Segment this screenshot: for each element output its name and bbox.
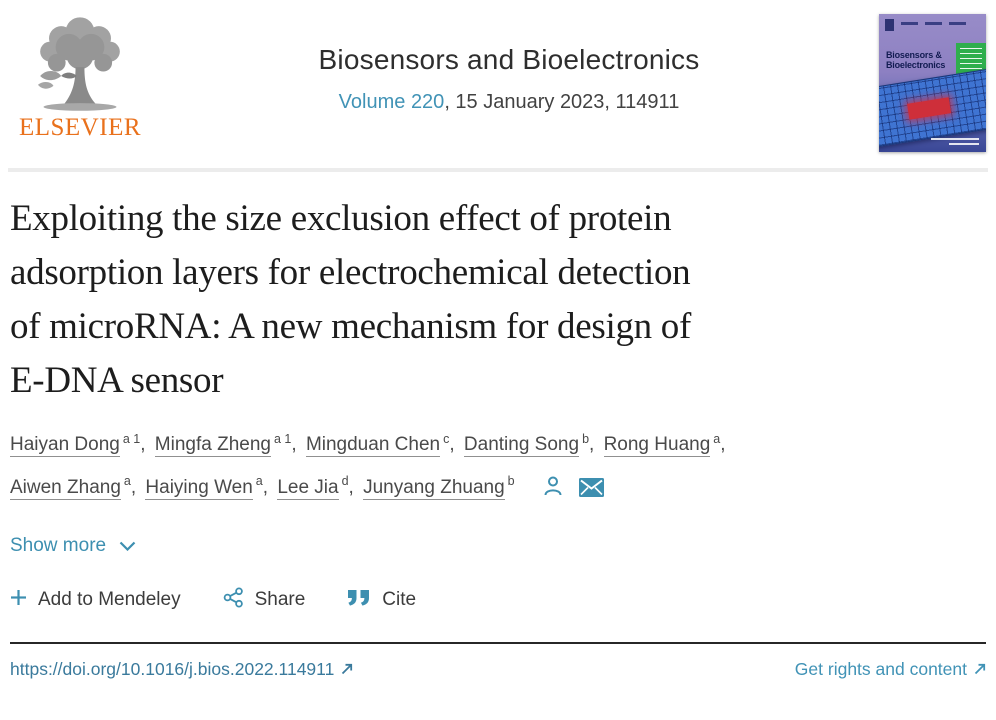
author-link[interactable]: Lee Jia d (277, 474, 349, 500)
author-separator: , (291, 434, 302, 456)
authors-line-1: Haiyan Dong a 1, Mingfa Zheng a 1, Mingdua… (10, 432, 986, 458)
show-more-button[interactable]: Show more (10, 535, 136, 557)
doi-link[interactable]: https://doi.org/10.1016/j.bios.2022.1149… (10, 659, 353, 680)
author-link[interactable]: Mingfa Zheng a 1 (154, 432, 292, 458)
cover-mini-logo (885, 19, 894, 31)
add-to-mendeley-button[interactable]: Add to Mendeley (10, 589, 181, 612)
article-title-line: of microRNA: A new mechanism for design … (10, 306, 692, 347)
author-affiliation-sup: a (255, 474, 263, 489)
author-list: Haiyan Dong a 1, Mingfa Zheng a 1, Mingdua… (10, 432, 986, 503)
author-link[interactable]: Junyang Zhuang b (363, 474, 515, 500)
author-affiliation-sup: a 1 (122, 432, 141, 446)
journal-banner: ELSEVIER Biosensors and Bioelectronics V… (10, 0, 986, 168)
author-separator: , (130, 476, 142, 498)
cover-masthead-text (901, 22, 918, 25)
volume-link[interactable]: Volume 220 (338, 91, 445, 113)
doi-rights-row: https://doi.org/10.1016/j.bios.2022.1149… (10, 659, 986, 680)
author-affiliation-sup: c (443, 432, 450, 446)
cover-footer-text (931, 135, 979, 145)
publisher-wordmark: ELSEVIER (18, 114, 142, 141)
journal-issue-line: Volume 220, 15 January 2023, 114911 (150, 91, 868, 114)
doi-text: https://doi.org/10.1016/j.bios.2022.1149… (10, 658, 335, 679)
cover-masthead-text (949, 22, 966, 25)
author-affiliation-sup: a (713, 432, 721, 446)
corresponding-author-icons (532, 476, 605, 498)
cite-label: Cite (382, 589, 417, 611)
authors-line-2: Aiwen Zhang a, Haiying Wen a, Lee Jia d, Ju… (10, 474, 986, 502)
author-link[interactable]: Mingduan Chen c (305, 432, 450, 458)
get-rights-text: Get rights and content (794, 658, 967, 679)
author-separator: , (589, 434, 600, 456)
journal-info: Biosensors and Bioelectronics Volume 220… (150, 14, 868, 114)
author-affiliation-sup: d (341, 474, 349, 489)
cover-top-bar (885, 19, 981, 31)
journal-cover-thumbnail[interactable]: Biosensors & Bioelectronics (879, 14, 986, 152)
quote-icon (347, 589, 371, 612)
author-link[interactable]: Aiwen Zhang a (10, 474, 131, 500)
author-affiliation-sup: a 1 (273, 432, 292, 446)
plus-icon (10, 589, 27, 612)
external-link-icon (341, 659, 353, 680)
envelope-icon[interactable] (579, 477, 605, 503)
author-separator: , (262, 476, 274, 498)
author-separator: , (348, 476, 360, 498)
get-rights-link[interactable]: Get rights and content (795, 659, 986, 680)
author-affiliation-sup: a (123, 474, 131, 489)
issue-date-text: , 15 January 2023, 114911 (444, 91, 680, 113)
chevron-down-icon (119, 535, 136, 557)
elsevier-logo: ELSEVIER (10, 14, 150, 142)
author-separator: , (720, 434, 726, 456)
cover-journal-title: Biosensors & Bioelectronics (886, 50, 946, 70)
author-separator: , (140, 434, 151, 456)
content-divider (10, 641, 986, 644)
add-to-mendeley-label: Add to Mendeley (38, 589, 181, 611)
header-divider (8, 168, 988, 172)
cover-masthead-text (925, 22, 942, 25)
article-title-line: Exploiting the size exclusion effect of … (10, 198, 672, 239)
article-title: Exploiting the size exclusion effect of … (10, 192, 986, 408)
author-link[interactable]: Haiying Wen a (145, 474, 263, 500)
action-toolbar: Add to Mendeley Share Cite (10, 587, 986, 614)
person-icon[interactable] (542, 475, 564, 503)
share-icon (223, 587, 244, 614)
author-separator: , (449, 434, 460, 456)
author-link[interactable]: Danting Song b (463, 432, 590, 458)
cite-button[interactable]: Cite (347, 589, 416, 612)
author-link[interactable]: Rong Huang a (603, 432, 721, 458)
external-link-icon (974, 659, 986, 680)
article-title-line: E-DNA sensor (10, 360, 224, 401)
cover-chip-red-highlight (907, 97, 952, 120)
author-link[interactable]: Haiyan Dong a 1 (10, 432, 141, 458)
journal-cover-block: Biosensors & Bioelectronics (868, 14, 986, 152)
author-affiliation-sup: b (582, 432, 590, 446)
show-more-label: Show more (10, 534, 107, 556)
elsevier-tree-icon (37, 17, 120, 111)
share-label: Share (254, 589, 306, 611)
journal-title-link[interactable]: Biosensors and Bioelectronics (318, 44, 700, 75)
article-title-line: adsorption layers for electrochemical de… (10, 252, 691, 293)
share-button[interactable]: Share (223, 587, 306, 614)
author-affiliation-sup: b (507, 474, 515, 489)
